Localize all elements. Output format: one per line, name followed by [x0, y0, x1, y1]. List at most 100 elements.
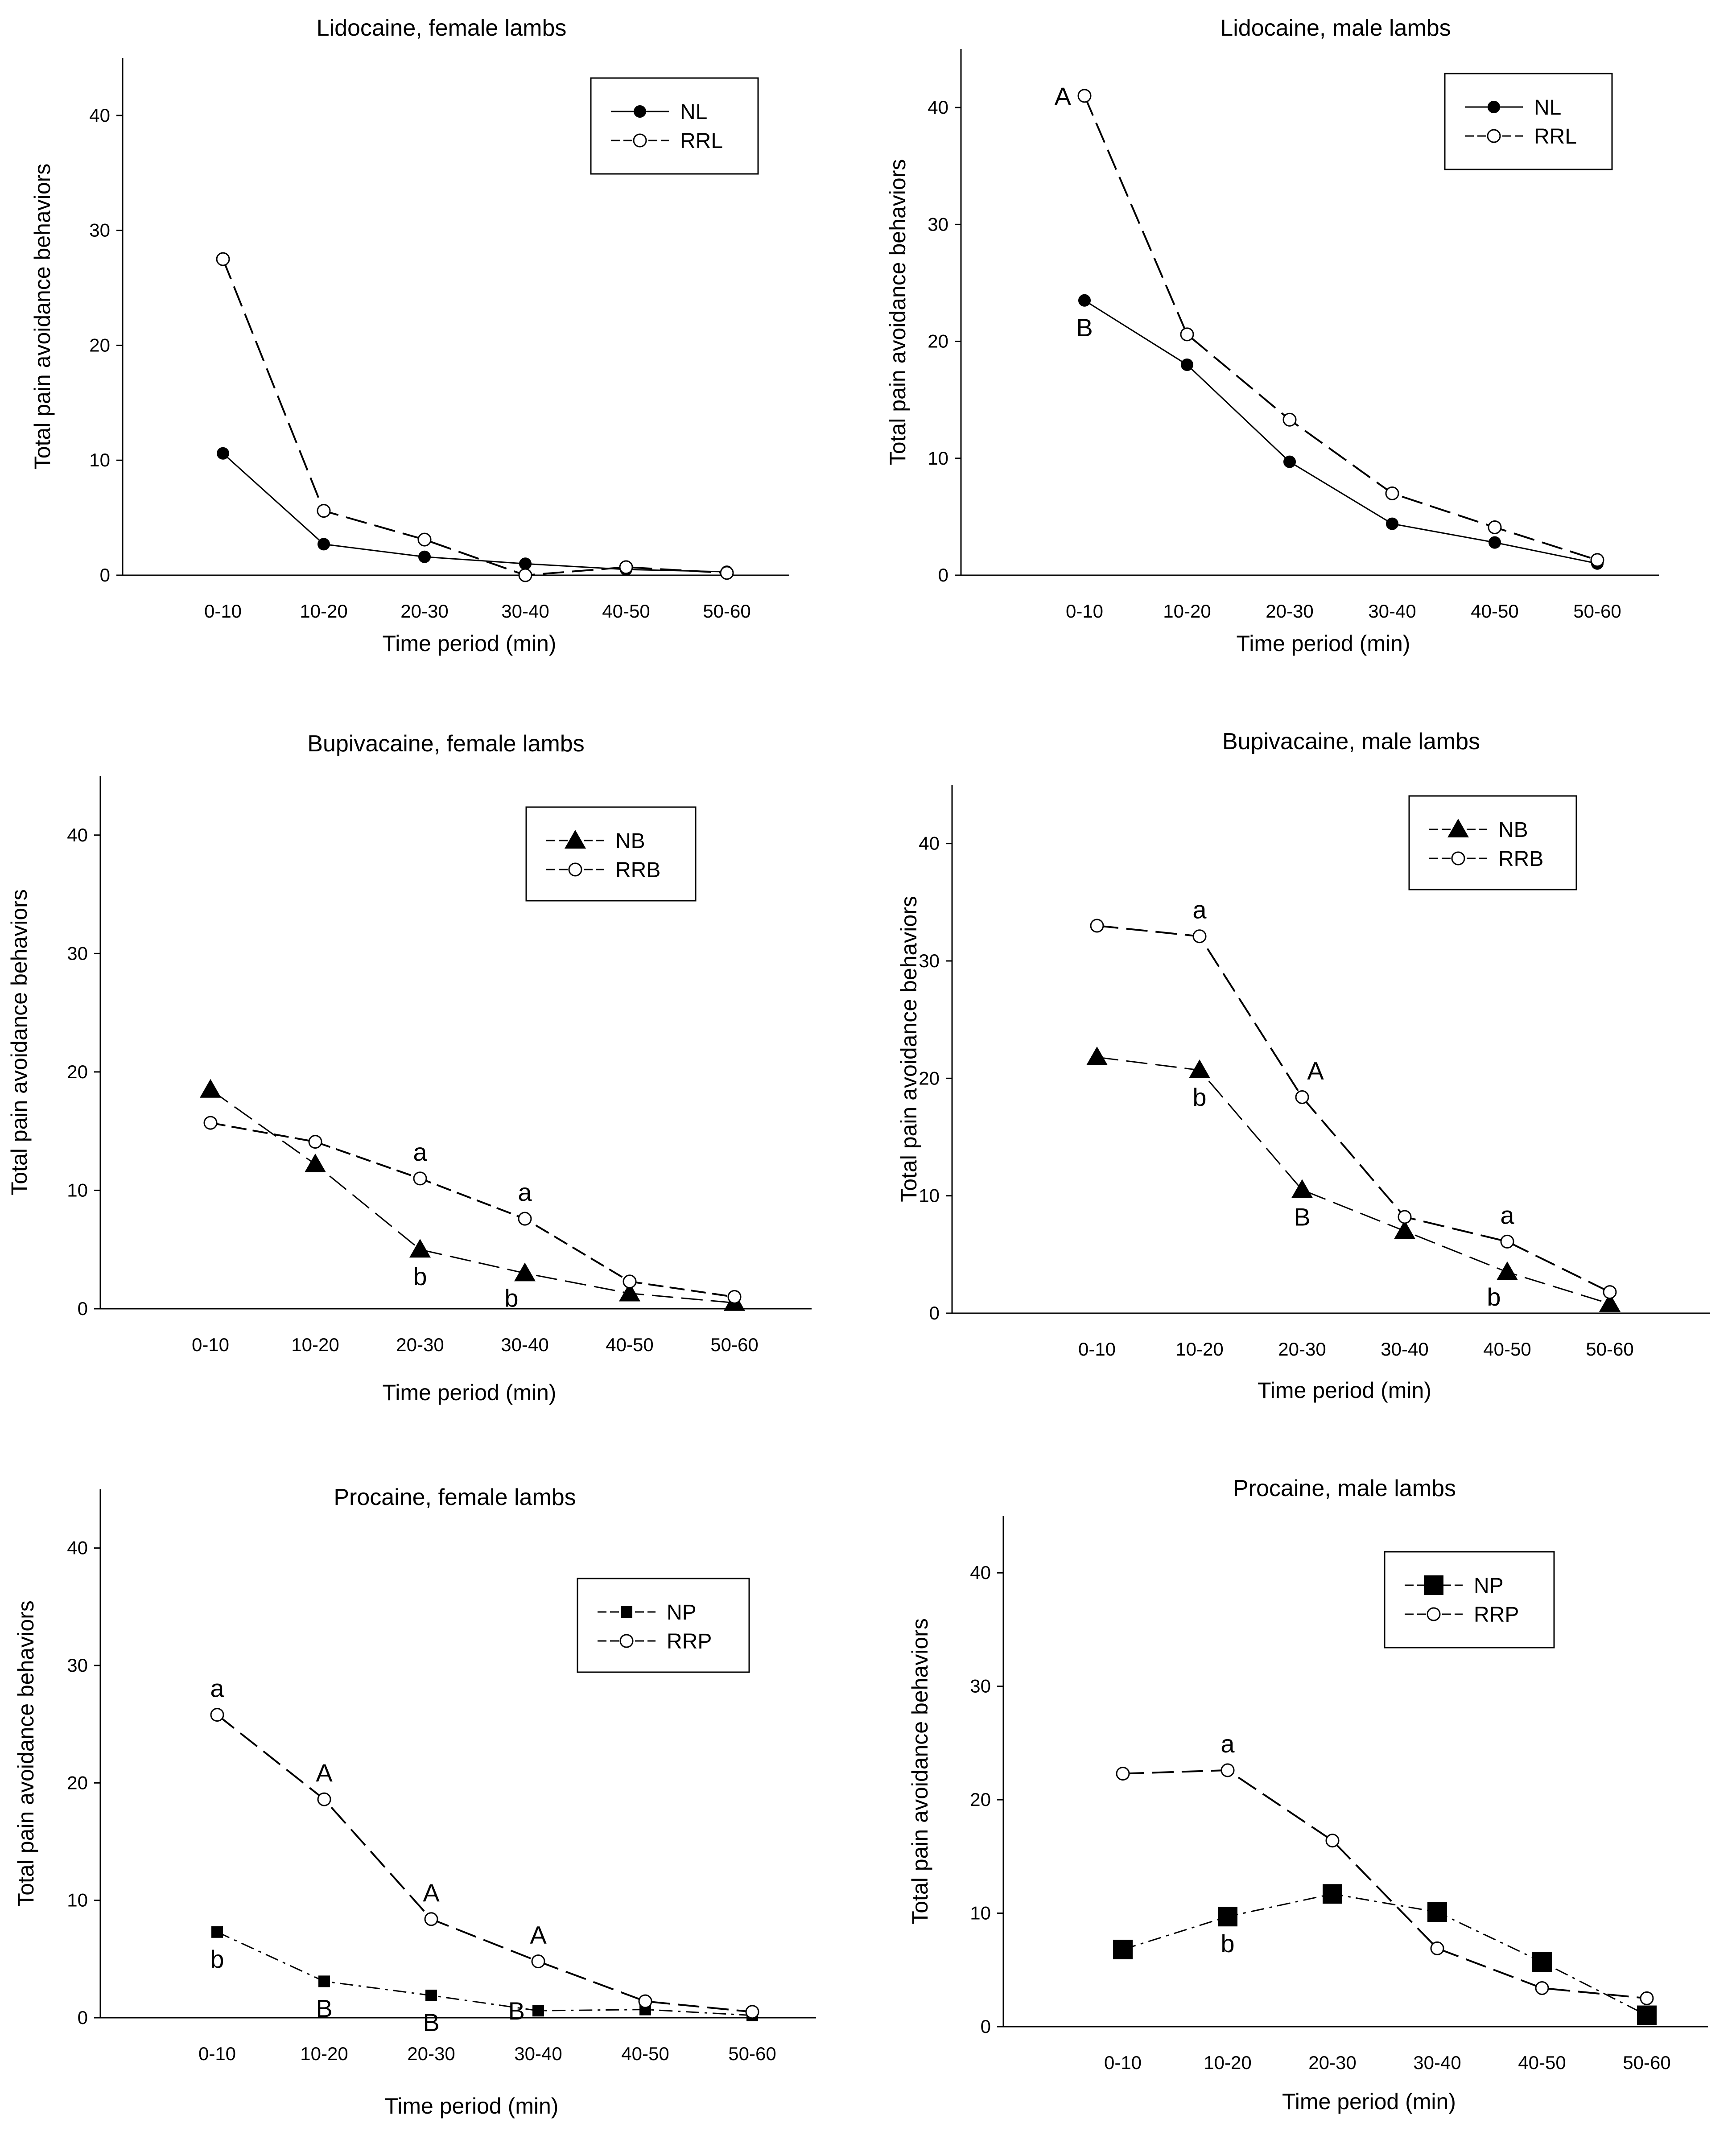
data-point-nb	[1599, 1293, 1621, 1312]
legend-marker-rrp	[619, 1634, 634, 1648]
x-tick-label: 20-30	[400, 601, 448, 622]
data-point-nl	[418, 550, 431, 563]
y-tick-label: 0	[938, 565, 948, 585]
x-tick-label: 40-50	[621, 2043, 669, 2064]
data-point-np	[1532, 1952, 1552, 1972]
x-tick-label: 50-60	[1573, 601, 1621, 622]
x-tick-label: 40-50	[1471, 601, 1518, 622]
significance-letter: b	[210, 1945, 224, 1973]
data-point-nl	[519, 557, 532, 570]
x-tick-label: 10-20	[1175, 1339, 1223, 1360]
legend-box	[525, 806, 697, 902]
chart-panel-1: Lidocaine, female lambs 0 10 20 30 40 0-10 10-2…	[30, 15, 789, 656]
data-point-np	[532, 2005, 544, 2017]
data-point-nb	[619, 1282, 640, 1302]
y-tick-label: 40	[970, 1562, 991, 1583]
data-point-nl	[1386, 517, 1398, 530]
x-tick-label: 30-40	[501, 1334, 548, 1355]
y-tick-label: 30	[67, 1655, 88, 1676]
data-point-nb	[1394, 1220, 1415, 1239]
data-point-nl	[217, 447, 229, 460]
legend-label: RRL	[680, 129, 723, 153]
data-point-rrp	[317, 1792, 331, 1806]
x-axis-label: Time period (min)	[383, 631, 557, 656]
y-tick-label: 20	[928, 331, 948, 352]
legend: NB RRB	[1408, 795, 1577, 890]
x-axis-label: Time period (min)	[1258, 1378, 1431, 1403]
significance-letter: a	[210, 1674, 224, 1702]
x-tick-label: 50-60	[703, 601, 750, 622]
data-point-rrb	[413, 1171, 427, 1186]
legend-marker-nb	[565, 830, 586, 849]
data-point-np	[211, 1926, 223, 1938]
significance-letter: B	[316, 1994, 332, 2022]
series-line-np	[1122, 1893, 1647, 2016]
significance-letter: b	[413, 1262, 427, 1290]
data-point-nb	[1291, 1179, 1313, 1198]
legend-label: NB	[1498, 818, 1528, 842]
legend-marker-nl	[1488, 101, 1500, 113]
significance-letter: b	[1192, 1083, 1206, 1111]
x-tick-label: 10-20	[291, 1334, 339, 1355]
x-tick-label: 0-10	[204, 601, 242, 622]
data-point-nb	[305, 1154, 326, 1173]
data-point-rrp	[1221, 1763, 1235, 1777]
significance-letter: b	[1487, 1283, 1501, 1311]
data-point-rrl	[216, 252, 230, 266]
x-tick-label: 20-30	[1278, 1339, 1326, 1360]
y-tick-label: 0	[78, 2007, 88, 2028]
data-point-nb	[409, 1239, 431, 1258]
data-point-rrl	[1488, 520, 1502, 534]
legend-label: RRP	[1474, 1603, 1519, 1627]
y-tick-label: 40	[919, 833, 940, 854]
y-axis-label: Total pain avoidance behaviors	[885, 159, 910, 466]
data-point-nl	[1078, 294, 1091, 307]
series-line-nl	[222, 453, 727, 573]
data-point-rrb	[1295, 1090, 1309, 1104]
data-point-rrb	[1192, 929, 1207, 944]
significance-letter: a	[1221, 1730, 1235, 1758]
data-point-np	[1218, 1907, 1237, 1927]
legend-marker-rrl	[1487, 129, 1501, 143]
significance-letter: a	[518, 1178, 532, 1206]
x-tick-label: 10-20	[300, 2043, 348, 2064]
data-point-nb	[514, 1262, 536, 1282]
legend: NB RRB	[525, 806, 697, 902]
x-tick-label: 30-40	[514, 2043, 562, 2064]
chart-title: Bupivacaine, female lambs	[307, 731, 584, 757]
x-tick-label: 10-20	[300, 601, 347, 622]
data-point-rrp	[1535, 1981, 1549, 1995]
y-tick-label: 30	[970, 1676, 991, 1697]
y-tick-label: 30	[928, 214, 948, 235]
legend-marker-rrb	[568, 862, 582, 877]
data-point-rrp	[210, 1708, 224, 1722]
legend-box	[577, 1578, 750, 1673]
legend-marker-rrp	[1427, 1607, 1441, 1621]
x-tick-label: 20-30	[396, 1334, 444, 1355]
data-point-nb	[200, 1079, 221, 1098]
legend-label: RRP	[667, 1630, 712, 1653]
chart-panel-3: Bupivacaine, female lambs 0 10 20 30 40 0-10 10…	[7, 731, 812, 1405]
data-point-nb	[1189, 1059, 1210, 1078]
x-tick-label: 40-50	[1518, 2052, 1566, 2073]
data-point-np	[1637, 2005, 1657, 2025]
x-tick-label: 20-30	[407, 2043, 455, 2064]
significance-letter: A	[1055, 82, 1072, 110]
y-tick-label: 40	[67, 824, 88, 845]
series-line-rrp	[1122, 1769, 1647, 1999]
significance-letter: B	[1294, 1203, 1310, 1231]
significance-letter: a	[1192, 896, 1207, 924]
y-tick-label: 30	[919, 950, 940, 971]
x-tick-label: 50-60	[728, 2043, 776, 2064]
y-tick-label: 20	[67, 1772, 88, 1793]
legend: NL RRL	[1444, 73, 1613, 170]
y-tick-label: 10	[89, 449, 110, 470]
chart-title: Lidocaine, male lambs	[1220, 15, 1451, 41]
data-point-rrl	[1180, 327, 1194, 342]
x-tick-label: 10-20	[1204, 2052, 1251, 2073]
y-tick-label: 20	[89, 334, 110, 355]
chart-title: Procaine, male lambs	[1233, 1476, 1456, 1501]
x-tick-label: 0-10	[1078, 1339, 1116, 1360]
legend: NP RRP	[577, 1578, 750, 1673]
